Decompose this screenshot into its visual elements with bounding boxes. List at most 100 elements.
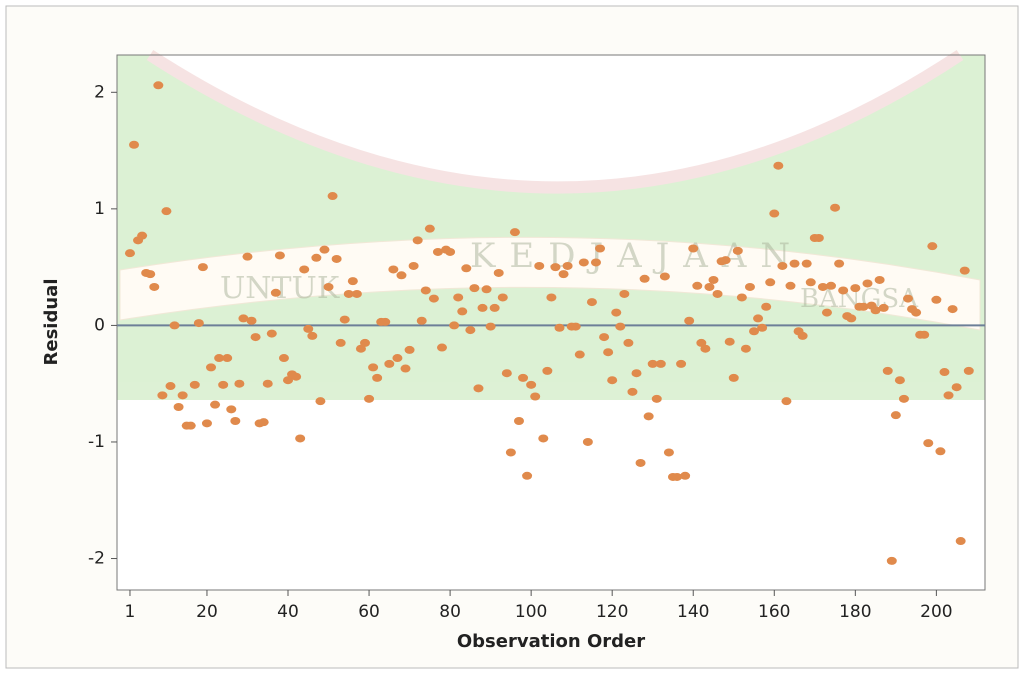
point [420,286,431,295]
point [266,329,277,338]
point [672,472,683,481]
point [291,372,302,381]
point [635,458,646,467]
point [299,265,310,274]
point [781,397,792,406]
point [489,303,500,312]
point [432,247,443,256]
point [651,394,662,403]
point [894,376,905,385]
point [919,330,930,339]
point [631,369,642,378]
point [590,258,601,267]
point [935,447,946,456]
point [890,411,901,420]
point [951,383,962,392]
point [246,316,257,325]
point [728,373,739,382]
point [428,294,439,303]
point [137,231,148,240]
point [497,293,508,302]
point [615,322,626,331]
point [538,434,549,443]
point [659,272,670,281]
point [384,359,395,368]
point [886,556,897,565]
point [234,379,245,388]
point [846,314,857,323]
point [599,333,610,342]
point [177,391,188,400]
point [797,331,808,340]
point [643,412,654,421]
point [445,247,456,256]
point [558,270,569,279]
y-tick-label: -2 [88,549,105,569]
point [574,350,585,359]
y-tick-label: 2 [94,82,105,102]
point [189,380,200,389]
x-tick-label: 1 [125,602,136,622]
point [185,421,196,430]
point [493,268,504,277]
point [663,448,674,457]
point [368,363,379,372]
point [862,279,873,288]
point [882,366,893,375]
point [343,289,354,298]
point [607,376,618,385]
point [647,359,658,368]
point [676,359,687,368]
point [315,397,326,406]
point [311,253,322,262]
point [153,81,164,90]
point [903,294,914,303]
point [700,344,711,353]
point [477,303,488,312]
x-axis-label: Observation Order [457,631,645,652]
watermark [117,49,985,400]
point [817,282,828,291]
point [210,400,221,409]
x-tick-label: 180 [839,602,871,622]
point [542,366,553,375]
point [327,192,338,201]
point [388,265,399,274]
point [943,391,954,400]
point [789,259,800,268]
point [696,338,707,347]
point [295,434,306,443]
point [416,316,427,325]
point [546,293,557,302]
point [270,288,281,297]
point [197,263,208,272]
point [550,263,561,272]
point [518,373,529,382]
point [323,282,334,291]
y-tick-label: -1 [88,432,105,452]
point [145,270,156,279]
point [708,275,719,284]
point [513,416,524,425]
point [303,324,314,333]
point [830,203,841,212]
point [749,327,760,336]
point [801,259,812,268]
point [505,448,516,457]
point [258,418,269,427]
point [931,295,942,304]
point [501,369,512,378]
point [201,419,212,428]
x-tick-label: 120 [596,602,628,622]
point [222,354,233,363]
point [424,224,435,233]
point [878,303,889,312]
point [826,281,837,290]
point [753,314,764,323]
point [963,366,974,375]
point [562,261,573,270]
point [627,387,638,396]
point [157,391,168,400]
point [688,244,699,253]
